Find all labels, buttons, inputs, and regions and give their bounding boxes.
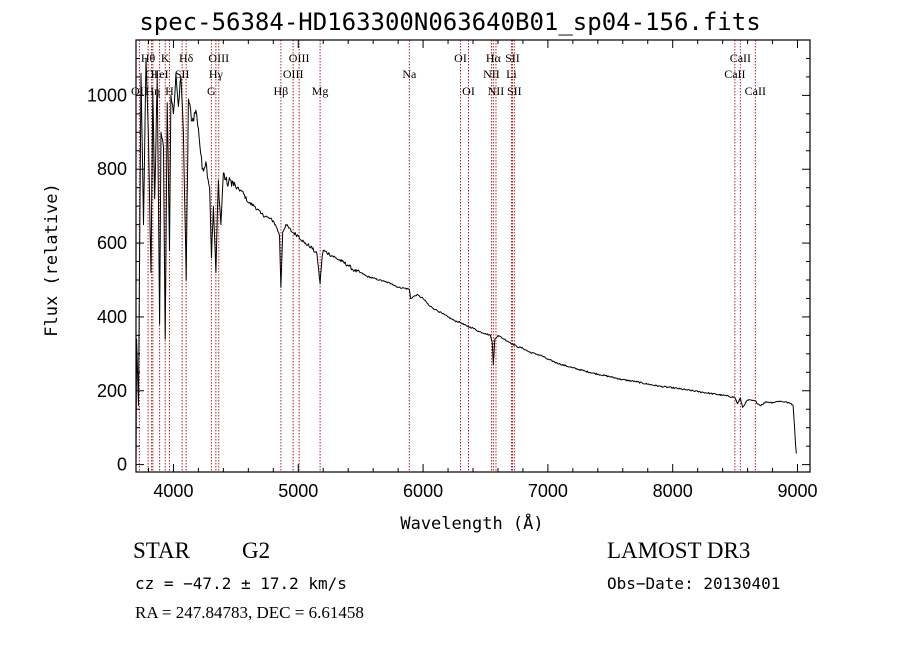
line-marker-label: CaII bbox=[730, 51, 751, 65]
observation-date: Obs−Date: 20130401 bbox=[607, 574, 781, 593]
spectral-subclass: G2 bbox=[242, 538, 271, 563]
x-tick-label: 8000 bbox=[653, 481, 693, 501]
line-marker-label: SII bbox=[507, 84, 522, 98]
y-axis-label: Flux (relative) bbox=[42, 183, 62, 337]
line-marker-label: NII bbox=[483, 67, 500, 81]
x-axis-label: Wavelength (Å) bbox=[400, 512, 543, 534]
line-marker-label: Hη bbox=[145, 84, 160, 98]
line-marker-label: SII bbox=[505, 51, 520, 65]
line-marker-label: Li bbox=[506, 67, 517, 81]
x-axis: 4000 5000 6000 7000 8000 9000 bbox=[147, 40, 818, 501]
line-marker-label: HeI bbox=[151, 67, 169, 81]
line-marker-label: Hγ bbox=[209, 67, 224, 81]
line-marker-label: Hβ bbox=[274, 84, 289, 98]
y-tick-label: 0 bbox=[117, 455, 127, 475]
y-tick-label: 400 bbox=[97, 307, 127, 327]
line-marker-label: CaII bbox=[724, 67, 745, 81]
line-marker-label: Na bbox=[402, 67, 417, 81]
line-marker-label: OIII bbox=[283, 67, 304, 81]
plot-frame bbox=[135, 39, 811, 473]
x-tick-label: 6000 bbox=[403, 481, 443, 501]
y-tick-label: 600 bbox=[97, 233, 127, 253]
x-tick-label: 9000 bbox=[777, 481, 817, 501]
spectrum-line bbox=[135, 58, 797, 463]
line-marker-label: NII bbox=[488, 84, 505, 98]
line-marker-label: Hδ bbox=[179, 51, 194, 65]
line-marker-label: Hα bbox=[486, 51, 502, 65]
emission-line-markers bbox=[138, 40, 756, 472]
chart-title: spec-56384-HD163300N063640B01_sp04-156.f… bbox=[139, 8, 761, 36]
y-tick-label: 800 bbox=[97, 159, 127, 179]
y-tick-label: 200 bbox=[97, 381, 127, 401]
x-tick-label: 5000 bbox=[278, 481, 318, 501]
survey-name: LAMOST DR3 bbox=[607, 538, 751, 563]
line-marker-label: OI bbox=[462, 84, 475, 98]
y-tick-label: 1000 bbox=[87, 85, 127, 105]
line-marker-label: OII bbox=[131, 84, 148, 98]
y-axis: 0 200 400 600 800 1000 bbox=[87, 57, 810, 475]
redshift-cz: cz = −47.2 ± 17.2 km/s bbox=[135, 574, 347, 593]
line-marker-label: Hθ bbox=[141, 51, 156, 65]
line-marker-label: OIII bbox=[289, 51, 310, 65]
line-marker-label: Mg bbox=[312, 84, 329, 98]
line-marker-label: OIII bbox=[208, 51, 229, 65]
x-tick-label: 4000 bbox=[153, 481, 193, 501]
coordinates: RA = 247.84783, DEC = 6.61458 bbox=[135, 603, 364, 622]
line-marker-label: CaII bbox=[745, 84, 766, 98]
line-marker-label: H bbox=[165, 84, 174, 98]
line-marker-label: G bbox=[207, 84, 216, 98]
spectrum-series bbox=[135, 58, 797, 463]
x-tick-label: 7000 bbox=[528, 481, 568, 501]
line-marker-label: SII bbox=[175, 67, 190, 81]
object-class: STAR bbox=[133, 538, 190, 563]
line-marker-label: K bbox=[161, 51, 170, 65]
line-marker-label: OI bbox=[145, 67, 158, 81]
line-marker-label: OI bbox=[454, 51, 467, 65]
